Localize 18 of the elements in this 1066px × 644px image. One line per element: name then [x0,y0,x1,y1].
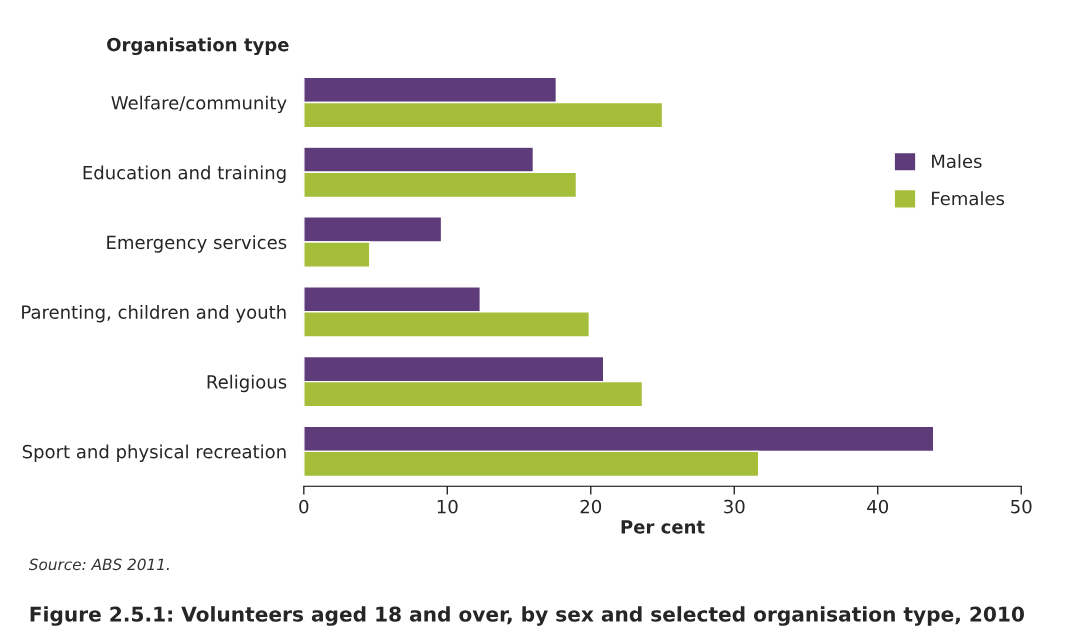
x-tick-label: 0 [299,499,309,514]
x-tick-label: 10 [437,499,458,514]
legend-label: Males [932,154,982,169]
y-axis-title: Organisation type [107,37,289,56]
x-tick-label: 50 [1011,499,1032,514]
source-note: Source: ABS 2011. [28,558,169,571]
y-tick-label: Parenting, children and youth [22,304,286,323]
text: Figure 2.5.1: Volunteers aged 18 and over, by sex and selected organisation type, 2010 [30,606,1024,626]
legend-label: Females [932,191,1005,206]
x-tick-label: 40 [867,499,889,514]
y-tick-label: Religious [207,374,287,393]
y-tick-label: Education and training [83,165,286,183]
x-tick-label: 30 [724,499,745,514]
y-tick-label: Welfare/community [111,95,287,114]
y-tick-label: Sport and physical recreation [22,444,286,462]
x-tick-label: 20 [580,499,602,514]
x-axis-title: Per cent [621,520,705,534]
y-tick-label: Emergency services [107,235,287,253]
